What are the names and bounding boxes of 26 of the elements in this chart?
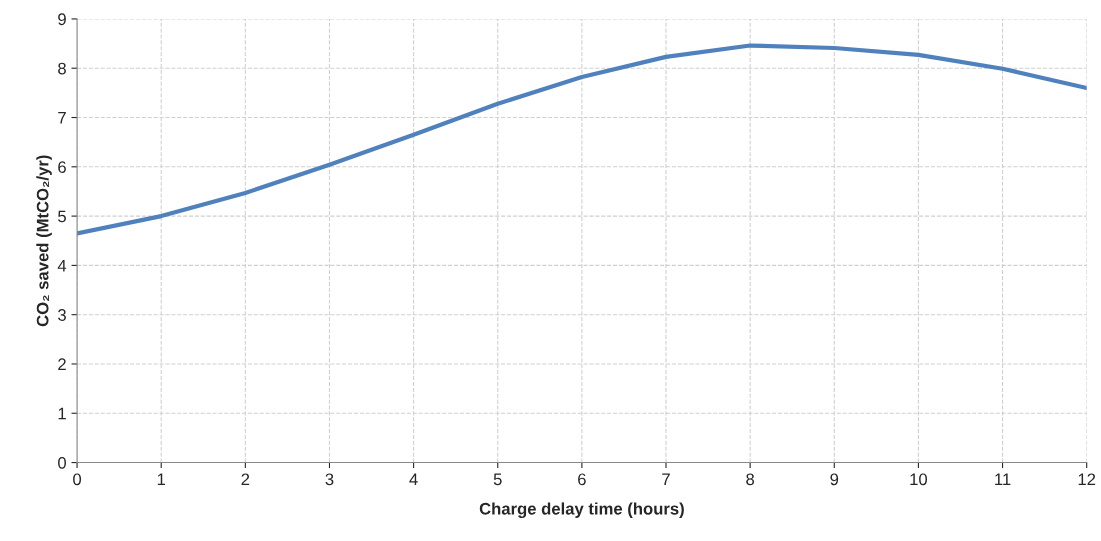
x-tick-label: 0	[73, 473, 82, 486]
x-tick-label: 3	[325, 473, 334, 486]
x-tick-label: 5	[493, 473, 502, 486]
y-tick-label: 4	[57, 259, 67, 272]
y-tick-label: 1	[58, 407, 66, 420]
x-tick-label: 2	[241, 473, 250, 486]
x-axis-title: Charge delay time (hours)	[479, 502, 684, 519]
x-tick-label: 6	[578, 473, 586, 486]
y-tick-label: 8	[58, 62, 66, 75]
y-tick-label: 3	[58, 309, 66, 321]
y-tick-label: 7	[58, 112, 66, 124]
x-tick-label: 10	[910, 473, 928, 486]
x-tick-label: 8	[746, 473, 755, 486]
y-tick-label: 2	[58, 358, 66, 371]
y-axis-title: CO₂ saved (MtCO₂/yr)	[36, 155, 52, 327]
x-tick-label: 9	[830, 473, 839, 486]
x-tick-label: 7	[662, 473, 670, 486]
x-tick-label: 11	[995, 473, 1011, 486]
x-tick-label: 4	[409, 473, 418, 486]
x-tick-label: 1	[157, 473, 166, 486]
y-tick-label: 9	[58, 13, 66, 26]
x-tick-label: 12	[1078, 473, 1096, 486]
line-series	[77, 43, 1087, 236]
y-tick-label: 5	[58, 210, 66, 223]
y-tick-label: 0	[58, 456, 66, 469]
y-tick-label: 6	[58, 161, 66, 174]
